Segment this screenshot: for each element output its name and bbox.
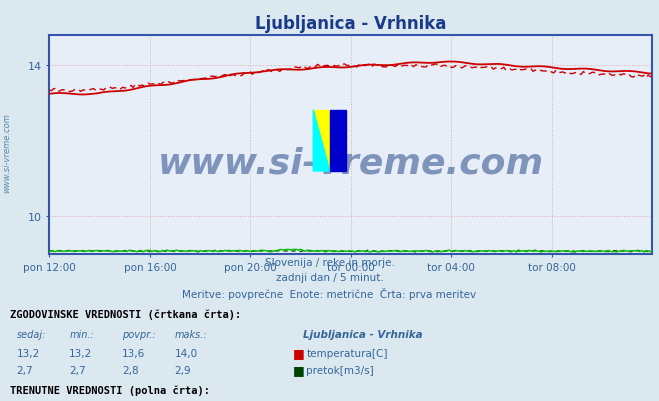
Text: 13,2: 13,2 (16, 348, 40, 358)
Text: zadnji dan / 5 minut.: zadnji dan / 5 minut. (275, 273, 384, 283)
Text: Ljubljanica - Vrhnika: Ljubljanica - Vrhnika (303, 330, 423, 340)
Polygon shape (313, 110, 330, 172)
Text: www.si-vreme.com: www.si-vreme.com (158, 146, 544, 180)
Text: maks.:: maks.: (175, 330, 208, 340)
Polygon shape (330, 110, 347, 172)
Polygon shape (313, 110, 330, 172)
Text: 2,9: 2,9 (175, 365, 191, 375)
Text: 2,8: 2,8 (122, 365, 138, 375)
Text: ■: ■ (293, 346, 305, 359)
Text: 14,0: 14,0 (175, 348, 198, 358)
Text: 2,7: 2,7 (69, 365, 86, 375)
Text: Meritve: povprečne  Enote: metrične  Črta: prva meritev: Meritve: povprečne Enote: metrične Črta:… (183, 288, 476, 300)
Text: www.si-vreme.com: www.si-vreme.com (2, 113, 11, 192)
Text: 2,7: 2,7 (16, 365, 33, 375)
Text: povpr.:: povpr.: (122, 330, 156, 340)
Text: ■: ■ (293, 363, 305, 376)
Text: 13,2: 13,2 (69, 348, 92, 358)
Text: temperatura[C]: temperatura[C] (306, 348, 388, 358)
Title: Ljubljanica - Vrhnika: Ljubljanica - Vrhnika (255, 15, 447, 33)
Text: min.:: min.: (69, 330, 94, 340)
Text: ZGODOVINSKE VREDNOSTI (črtkana črta):: ZGODOVINSKE VREDNOSTI (črtkana črta): (10, 309, 241, 319)
Text: pretok[m3/s]: pretok[m3/s] (306, 365, 374, 375)
Text: TRENUTNE VREDNOSTI (polna črta):: TRENUTNE VREDNOSTI (polna črta): (10, 384, 210, 395)
Text: sedaj:: sedaj: (16, 330, 46, 340)
Text: 13,6: 13,6 (122, 348, 145, 358)
Text: Slovenija / reke in morje.: Slovenija / reke in morje. (264, 258, 395, 268)
